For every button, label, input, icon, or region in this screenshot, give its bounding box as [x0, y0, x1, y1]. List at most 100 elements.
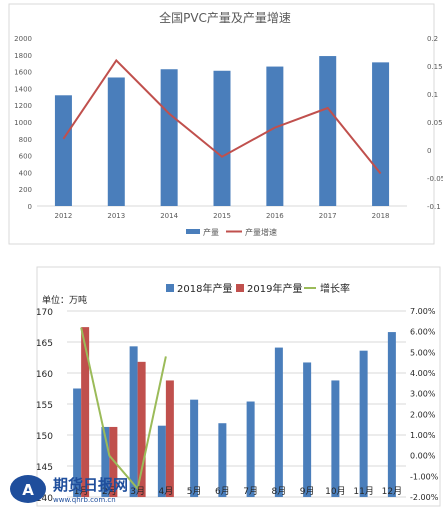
chart-title: 全国PVC产量及产量增速	[159, 10, 291, 25]
y-right-tick-label: 0.00%	[410, 452, 436, 461]
line-series-growth	[62, 58, 382, 175]
legend: 2018年产量 2019年产量 增长率	[166, 282, 350, 295]
y-axis-right-ticks: -2.00% -1.00% 0.00% 1.00% 2.00% 3.00% 4.00% 5.0…	[410, 307, 439, 502]
legend-swatch-bar	[186, 229, 200, 234]
x-tick-label: 12月	[382, 486, 402, 497]
bar-output-2017	[319, 56, 337, 207]
x-tick-label: 2014	[160, 212, 178, 220]
x-tick-label: 10月	[325, 486, 345, 497]
x-tick-label: 5月	[187, 486, 202, 497]
x-axis-ticks: 2012 2013 2014 2015 2016 2017 2018	[55, 212, 390, 220]
bar-2018-10	[331, 380, 340, 497]
legend-label-growth: 增长率	[320, 282, 350, 295]
bar-output-2013	[107, 77, 125, 206]
legend-swatch-2018	[166, 284, 174, 292]
y-left-tick-label: 1000	[14, 119, 32, 127]
y-axis-right-ticks: -0.1 -0.05 0 0.05 0.1 0.15 0.2	[427, 35, 443, 211]
y-right-tick-label: -0.1	[427, 203, 441, 211]
x-tick-label: 6月	[215, 486, 230, 497]
y-right-tick-label: 1.00%	[410, 431, 436, 440]
bar-output-2018	[372, 62, 390, 206]
y-left-tick-label: 150	[36, 432, 53, 442]
y-axis-left-ticks: 140 145 150 155 160 165 170	[36, 308, 53, 504]
x-tick-label: 2017	[319, 212, 337, 220]
x-tick-label: 11月	[353, 486, 373, 497]
x-tick-label: 4月	[159, 486, 174, 497]
bar-2018-6	[218, 423, 227, 497]
watermark-logo: A 期货日报网 www.qhrb.com.cn	[10, 475, 128, 504]
y-left-tick-label: 1800	[14, 52, 32, 60]
bar-output-2015	[213, 70, 231, 206]
x-tick-label: 2013	[107, 212, 125, 220]
pvc-monthly-chart: 2018年产量 2019年产量 增长率 单位：万吨 140 145 150 155 16…	[36, 266, 441, 507]
y-right-tick-label: 0	[427, 147, 431, 155]
y-right-tick-label: 4.00%	[410, 369, 436, 378]
bar-series-output	[54, 56, 390, 207]
bar-2019-1	[81, 327, 90, 497]
x-tick-label: 8月	[272, 486, 287, 497]
y-left-tick-label: 200	[19, 186, 32, 194]
line-series-growth	[80, 327, 167, 491]
legend-label-growth: 产量增速	[245, 227, 277, 237]
y-left-tick-label: 145	[36, 463, 53, 473]
x-tick-label: 3月	[130, 486, 145, 497]
x-tick-label: 1月	[74, 486, 89, 497]
bar-2019-2	[109, 426, 118, 497]
x-tick-label: 9月	[300, 486, 315, 497]
y-right-tick-label: 3.00%	[410, 390, 436, 399]
bar-2018-3	[129, 346, 138, 497]
bar-2018-11	[359, 350, 368, 497]
bar-2018-2	[101, 426, 110, 497]
bar-2018-8	[274, 347, 283, 497]
bar-output-2014	[160, 69, 178, 206]
y-axis-unit-label: 单位：万吨	[42, 294, 87, 306]
bar-2019-3	[137, 361, 146, 497]
y-left-tick-label: 155	[36, 401, 53, 411]
x-axis-ticks: 1月 2月 3月 4月 5月 6月 7月 8月 9月 10月 11月 12月	[74, 486, 402, 497]
grid-lines	[67, 310, 406, 498]
x-tick-label: 7月	[243, 486, 258, 497]
y-right-tick-label: 0.1	[427, 91, 438, 99]
y-axis-left-ticks: 0 200 400 600 800 1000 1200 1400 1600 1800 2000	[14, 35, 32, 211]
y-right-tick-label: 7.00%	[410, 307, 436, 316]
logo-emblem-letter: A	[22, 481, 34, 499]
logo-brand-text: 期货日报网	[53, 476, 128, 494]
bar-series	[73, 327, 396, 497]
legend: 产量 产量增速	[186, 227, 277, 237]
y-right-tick-label: -0.05	[427, 175, 443, 183]
bar-2018-12	[387, 332, 396, 497]
chart-border	[36, 266, 441, 507]
x-tick-label: 2012	[55, 212, 73, 220]
y-left-tick-label: 2000	[14, 35, 32, 43]
legend-label-2019: 2019年产量	[247, 282, 302, 295]
x-tick-label: 2015	[213, 212, 231, 220]
y-right-tick-label: 2.00%	[410, 410, 436, 419]
y-right-tick-label: 5.00%	[410, 348, 436, 357]
logo-url-text: www.qhrb.com.cn	[53, 496, 116, 504]
y-right-tick-label: 6.00%	[410, 328, 436, 337]
logo-emblem-icon	[10, 475, 46, 503]
bar-output-2012	[54, 95, 72, 206]
y-right-tick-label: 0.2	[427, 35, 438, 43]
y-left-tick-label: 1200	[14, 102, 32, 110]
y-left-tick-label: 165	[36, 339, 53, 349]
bar-2019-4	[165, 380, 174, 497]
y-left-tick-label: 400	[19, 169, 32, 177]
x-tick-label: 2月	[102, 486, 117, 497]
y-left-tick-label: 1600	[14, 69, 32, 77]
y-right-tick-label: 0.05	[427, 119, 443, 127]
y-right-tick-label: 0.15	[427, 63, 443, 71]
bar-2018-7	[246, 401, 255, 497]
y-left-tick-label: 160	[36, 370, 53, 380]
y-left-tick-label: 170	[36, 308, 53, 318]
bar-2018-9	[303, 362, 312, 497]
bar-2018-1	[73, 388, 82, 497]
y-left-tick-label: 1400	[14, 85, 32, 93]
legend-swatch-2019	[236, 284, 244, 292]
pvc-annual-chart: 全国PVC产量及产量增速 0 200 400 600 800 1000 1200 1400 16…	[8, 3, 443, 245]
bar-output-2016	[266, 66, 284, 206]
y-left-tick-label: 600	[19, 153, 32, 161]
bar-2018-4	[157, 425, 166, 497]
y-left-tick-label: 140	[36, 494, 53, 504]
legend-label-output: 产量	[203, 227, 219, 237]
